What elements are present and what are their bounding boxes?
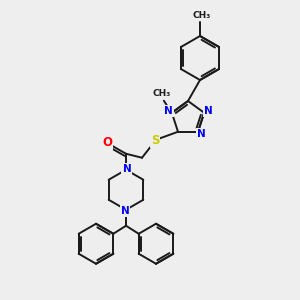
Text: N: N [123,164,131,174]
Text: CH₃: CH₃ [153,89,171,98]
Text: CH₃: CH₃ [193,11,211,20]
Text: N: N [196,129,206,139]
Text: N: N [164,106,173,116]
Text: S: S [151,134,159,147]
Text: N: N [121,206,129,216]
Text: N: N [204,106,212,116]
Text: N: N [122,164,130,174]
Text: O: O [102,136,112,149]
